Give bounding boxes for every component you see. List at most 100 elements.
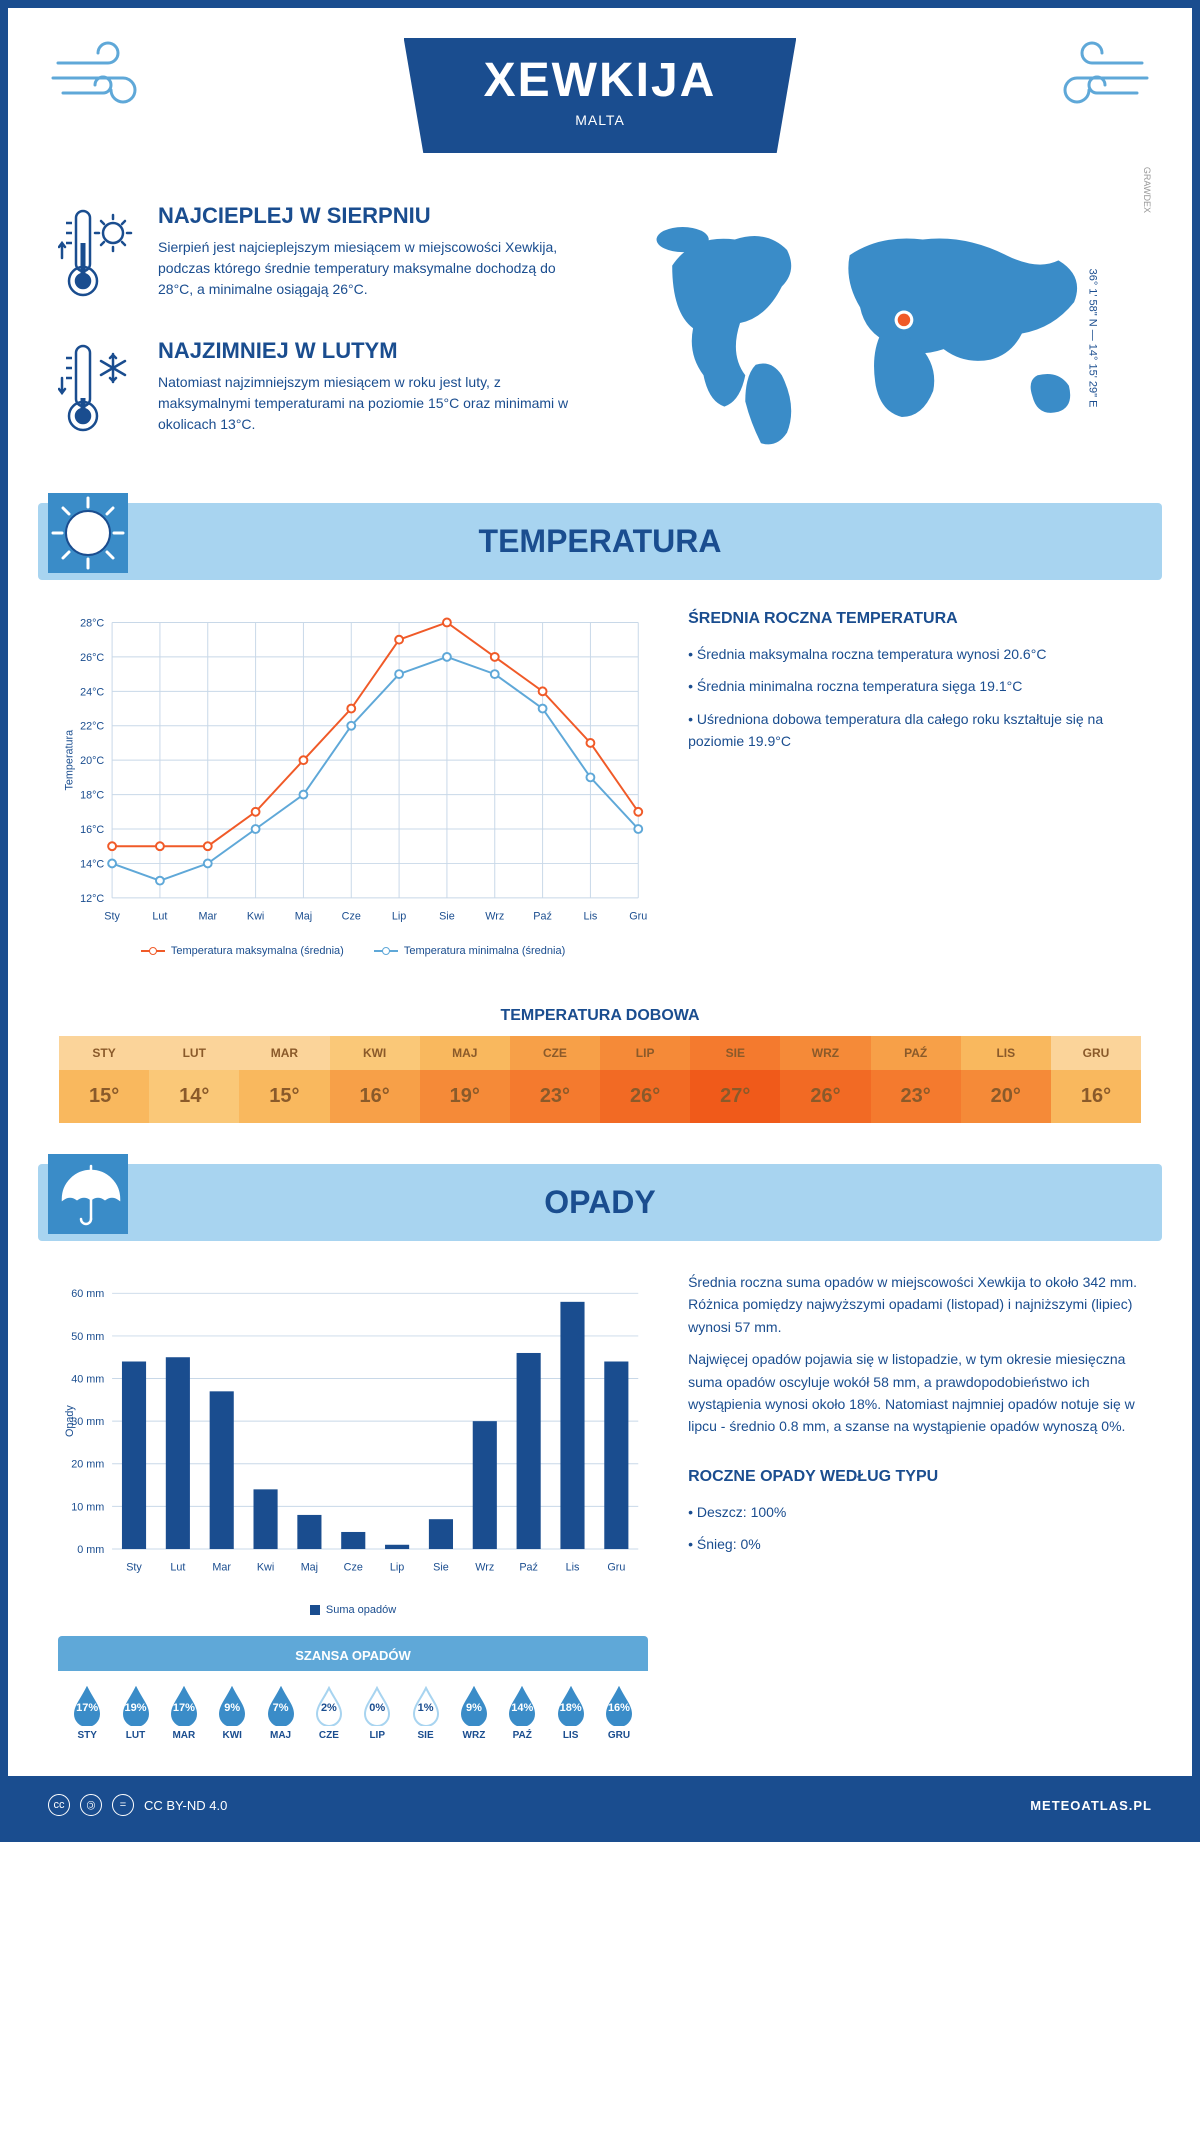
svg-text:Maj: Maj (301, 1562, 318, 1574)
footer-site: METEOATLAS.PL (1030, 1798, 1152, 1813)
chance-item: 16% GRU (595, 1686, 643, 1741)
city-title: XEWKIJA (484, 53, 717, 108)
world-map (620, 203, 1142, 423)
chance-item: 9% WRZ (450, 1686, 498, 1741)
svg-text:Kwi: Kwi (247, 910, 264, 922)
intro-text-col: NAJCIEPLEJ W SIERPNIU Sierpień jest najc… (58, 203, 580, 473)
precip-by-type-list: Deszcz: 100%Śnieg: 0% (688, 1501, 1142, 1556)
svg-text:10 mm: 10 mm (71, 1501, 104, 1513)
precipitation-title: OPADY (78, 1184, 1122, 1221)
svg-text:Mar: Mar (212, 1562, 231, 1574)
chance-item: 14% PAŹ (498, 1686, 546, 1741)
svg-text:30 mm: 30 mm (71, 1416, 104, 1428)
legend-min: .legend-item:nth-child(2) .legend-line::… (374, 945, 565, 957)
chance-title: SZANSA OPADÓW (58, 1644, 648, 1671)
svg-text:Lis: Lis (584, 910, 598, 922)
svg-text:24°C: 24°C (80, 686, 104, 698)
svg-text:Gru: Gru (629, 910, 647, 922)
svg-text:Gru: Gru (607, 1562, 625, 1574)
header: XEWKIJA MALTA (8, 8, 1192, 173)
brand-small: GRAWDEX (1142, 167, 1152, 213)
nd-icon: = (112, 1794, 134, 1816)
umbrella-icon (48, 1154, 128, 1234)
drop-icon: 7% (265, 1686, 297, 1726)
svg-text:28°C: 28°C (80, 617, 104, 629)
chance-item: 0% LIP (353, 1686, 401, 1741)
svg-text:Opady: Opady (64, 1405, 76, 1437)
thermometer-cold-icon (58, 338, 138, 443)
license-text: CC BY-ND 4.0 (144, 1798, 227, 1813)
drop-icon: 14% (506, 1686, 538, 1726)
temp-cell: LIP26° (600, 1036, 690, 1123)
chance-item: 18% LIS (546, 1686, 594, 1741)
temp-cell: PAŹ23° (871, 1036, 961, 1123)
svg-text:14°C: 14°C (80, 858, 104, 870)
svg-text:Cze: Cze (344, 1562, 363, 1574)
svg-text:Sty: Sty (104, 910, 120, 922)
wind-icon-left (48, 38, 168, 118)
svg-text:Mar: Mar (198, 910, 217, 922)
temp-cell: SIE27° (690, 1036, 780, 1123)
drop-icon: 2% (313, 1686, 345, 1726)
chance-item: 9% KWI (208, 1686, 256, 1741)
daily-temp-table: STY15°LUT14°MAR15°KWI16°MAJ19°CZE23°LIP2… (58, 1035, 1142, 1124)
annual-temp-title: ŚREDNIA ROCZNA TEMPERATURA (688, 610, 1142, 628)
legend-max-label: Temperatura maksymalna (średnia) (171, 945, 344, 957)
precip-type-item: Śnieg: 0% (688, 1533, 1142, 1555)
coldest-desc: Natomiast najzimniejszym miesiącem w rok… (158, 372, 580, 435)
chance-item: 17% STY (63, 1686, 111, 1741)
svg-text:Lis: Lis (566, 1562, 580, 1574)
by-icon: 🄯 (80, 1794, 102, 1816)
precip-chart-col: 0 mm10 mm20 mm30 mm40 mm50 mm60 mmStyLut… (58, 1271, 648, 1746)
svg-text:Sie: Sie (433, 1562, 449, 1574)
svg-text:0 mm: 0 mm (77, 1544, 104, 1556)
svg-text:Lut: Lut (152, 910, 167, 922)
country-subtitle: MALTA (484, 112, 717, 128)
svg-text:50 mm: 50 mm (71, 1331, 104, 1343)
svg-text:Sie: Sie (439, 910, 455, 922)
daily-temp-title: TEMPERATURA DOBOWA (8, 1007, 1192, 1025)
precipitation-section-header: OPADY (38, 1164, 1162, 1241)
warmest-title: NAJCIEPLEJ W SIERPNIU (158, 203, 580, 229)
precip-chart-legend: Suma opadów (58, 1604, 648, 1616)
svg-text:Maj: Maj (295, 910, 312, 922)
svg-text:Wrz: Wrz (475, 1562, 494, 1574)
thermometer-hot-icon (58, 203, 138, 308)
wind-icon-right (1032, 38, 1152, 118)
warmest-text: NAJCIEPLEJ W SIERPNIU Sierpień jest najc… (158, 203, 580, 308)
temp-cell: GRU16° (1051, 1036, 1141, 1123)
temp-cell: KWI16° (330, 1036, 420, 1123)
svg-text:Wrz: Wrz (485, 910, 504, 922)
precip-legend-label: Suma opadów (326, 1604, 396, 1616)
drop-icon: 9% (216, 1686, 248, 1726)
map-col: GRAWDEX 36° 1' 58" N — 14° 15' 29" E (620, 203, 1142, 473)
cc-icon: cc (48, 1794, 70, 1816)
svg-text:60 mm: 60 mm (71, 1288, 104, 1300)
temp-text-col: ŚREDNIA ROCZNA TEMPERATURA Średnia maksy… (688, 610, 1142, 957)
intro-section: NAJCIEPLEJ W SIERPNIU Sierpień jest najc… (8, 173, 1192, 503)
svg-text:Temperatura: Temperatura (64, 730, 76, 791)
svg-text:26°C: 26°C (80, 652, 104, 664)
drop-icon: 16% (603, 1686, 635, 1726)
svg-text:Lip: Lip (390, 1562, 404, 1574)
temperature-line-chart: 12°C14°C16°C18°C20°C22°C24°C26°C28°CStyL… (58, 610, 648, 930)
coldest-block: NAJZIMNIEJ W LUTYM Natomiast najzimniejs… (58, 338, 580, 443)
temperature-title: TEMPERATURA (78, 523, 1122, 560)
drop-icon: 9% (458, 1686, 490, 1726)
drop-icon: 1% (410, 1686, 442, 1726)
precip-text-2: Najwięcej opadów pojawia się w listopadz… (688, 1348, 1142, 1438)
drop-icon: 18% (555, 1686, 587, 1726)
coordinates: 36° 1' 58" N — 14° 15' 29" E (1087, 269, 1099, 408)
svg-text:Kwi: Kwi (257, 1562, 274, 1574)
precipitation-bar-chart: 0 mm10 mm20 mm30 mm40 mm50 mm60 mmStyLut… (58, 1271, 648, 1591)
temp-chart-col: 12°C14°C16°C18°C20°C22°C24°C26°C28°CStyL… (58, 610, 648, 957)
svg-text:18°C: 18°C (80, 790, 104, 802)
precip-text-1: Średnia roczna suma opadów w miejscowośc… (688, 1271, 1142, 1338)
coldest-title: NAJZIMNIEJ W LUTYM (158, 338, 580, 364)
precip-text-col: Średnia roczna suma opadów w miejscowośc… (688, 1271, 1142, 1746)
legend-min-label: Temperatura minimalna (średnia) (404, 945, 565, 957)
drop-icon: 17% (168, 1686, 200, 1726)
temperature-content: 12°C14°C16°C18°C20°C22°C24°C26°C28°CStyL… (8, 580, 1192, 987)
precipitation-content: 0 mm10 mm20 mm30 mm40 mm50 mm60 mmStyLut… (8, 1241, 1192, 1776)
drop-icon: 0% (361, 1686, 393, 1726)
